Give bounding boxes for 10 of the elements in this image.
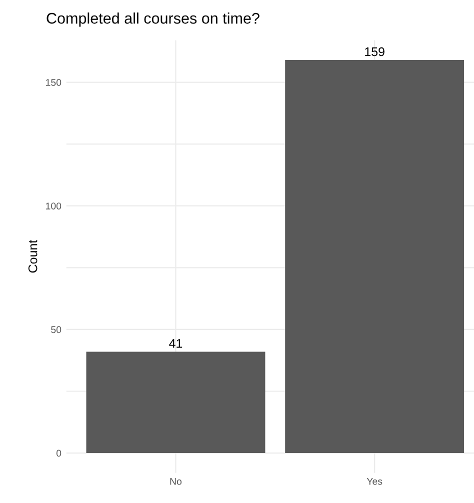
y-tick-label: 150 [46, 78, 62, 86]
y-axis-title: Count [28, 240, 38, 273]
chart-title: Completed all courses on time? [46, 12, 260, 27]
y-tick-label: 100 [46, 202, 62, 210]
x-tick-label: Yes [366, 478, 382, 485]
y-tick-label: 50 [51, 326, 62, 334]
x-tick-label: No [170, 478, 182, 485]
data-label: 159 [365, 47, 384, 56]
data-label: 41 [169, 339, 182, 348]
y-tick-label: 0 [56, 450, 62, 457]
